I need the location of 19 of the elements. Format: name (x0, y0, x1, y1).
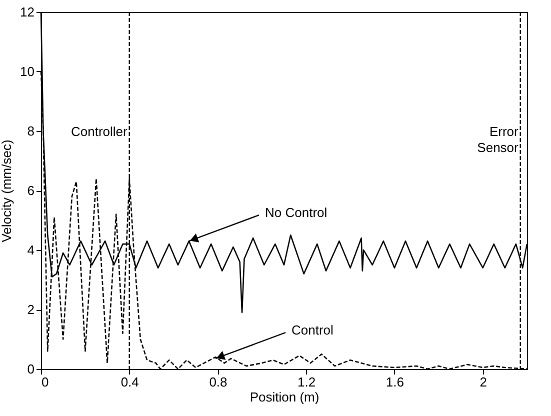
x-tick-label: 0.4 (120, 374, 139, 390)
ref-line-label: Error Sensor (477, 124, 520, 156)
y-tick-label: 2 (27, 302, 34, 317)
y-axis-title: Velocity (mm/sec) (0, 140, 14, 242)
x-tick-label: 0.8 (209, 374, 228, 390)
y-tick-label: 8 (27, 124, 34, 138)
ref-line-label: Controller (71, 124, 128, 140)
x-tick-label: 1.6 (386, 374, 404, 390)
y-tick-label: 4 (27, 242, 34, 258)
x-tick-label: 1.2 (298, 374, 316, 390)
y-tick-label: 12 (20, 4, 34, 20)
y-tick-label: 10 (20, 64, 34, 79)
x-tick-label: 2 (480, 374, 487, 390)
annotation: No Control (265, 205, 328, 220)
x-tick-label: 0 (42, 374, 49, 390)
y-tick-label: 6 (27, 183, 34, 198)
x-axis-title: Position (m) (250, 390, 320, 404)
y-tick-label: 0 (27, 362, 34, 376)
annotation: Control (292, 322, 334, 338)
